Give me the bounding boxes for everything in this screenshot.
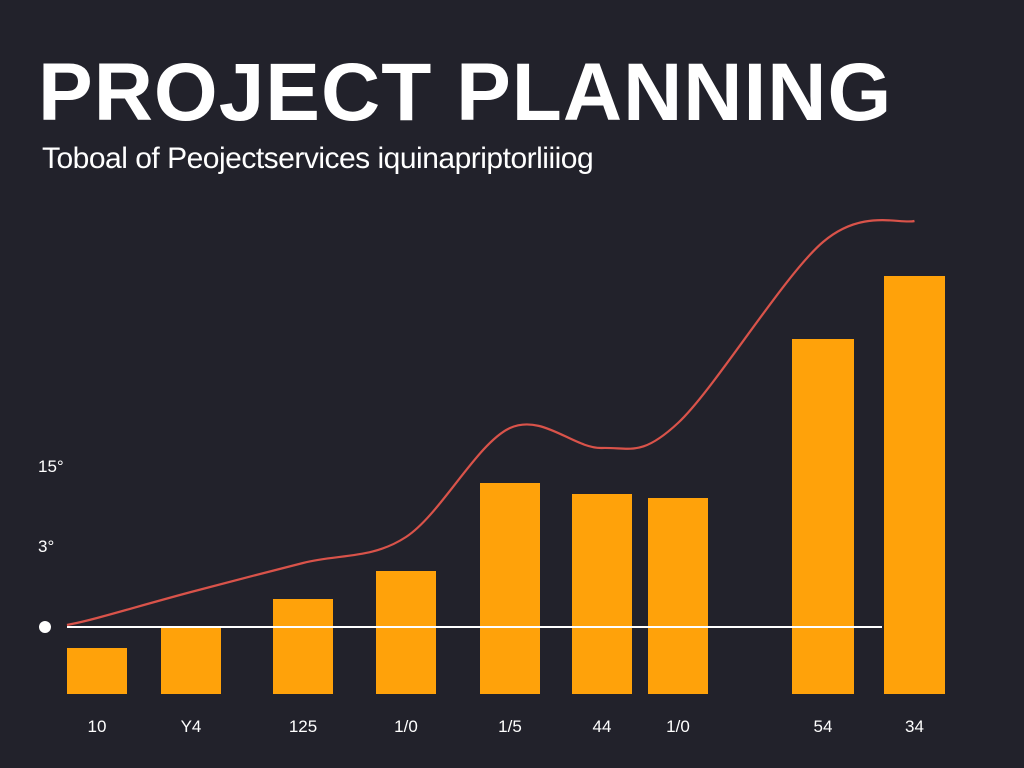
x-tick-label: 1/0 — [394, 717, 418, 736]
bar — [792, 339, 854, 694]
bar — [884, 276, 945, 694]
chart-title: PROJECT PLANNING — [38, 47, 893, 138]
x-tick-label: 44 — [593, 717, 612, 736]
y-tick-label: 15° — [38, 457, 64, 476]
reference-dot — [39, 621, 51, 633]
x-tick-label: 34 — [905, 717, 924, 736]
trend-line — [66, 219, 915, 627]
bar — [67, 648, 127, 694]
bar — [273, 599, 333, 694]
y-tick-label: 3° — [38, 537, 54, 556]
x-tick-label: 125 — [289, 717, 317, 736]
x-tick-label: Y4 — [181, 717, 202, 736]
x-tick-label: 54 — [814, 717, 833, 736]
bar — [572, 494, 632, 694]
bar — [480, 483, 540, 694]
bar — [376, 571, 436, 694]
x-tick-label: 10 — [88, 717, 107, 736]
chart-subtitle: Toboal of Peojectservices iquinapriptorl… — [42, 142, 594, 175]
x-tick-label: 1/5 — [498, 717, 522, 736]
x-tick-label: 1/0 — [666, 717, 690, 736]
bar — [161, 628, 221, 694]
bar — [648, 498, 708, 694]
